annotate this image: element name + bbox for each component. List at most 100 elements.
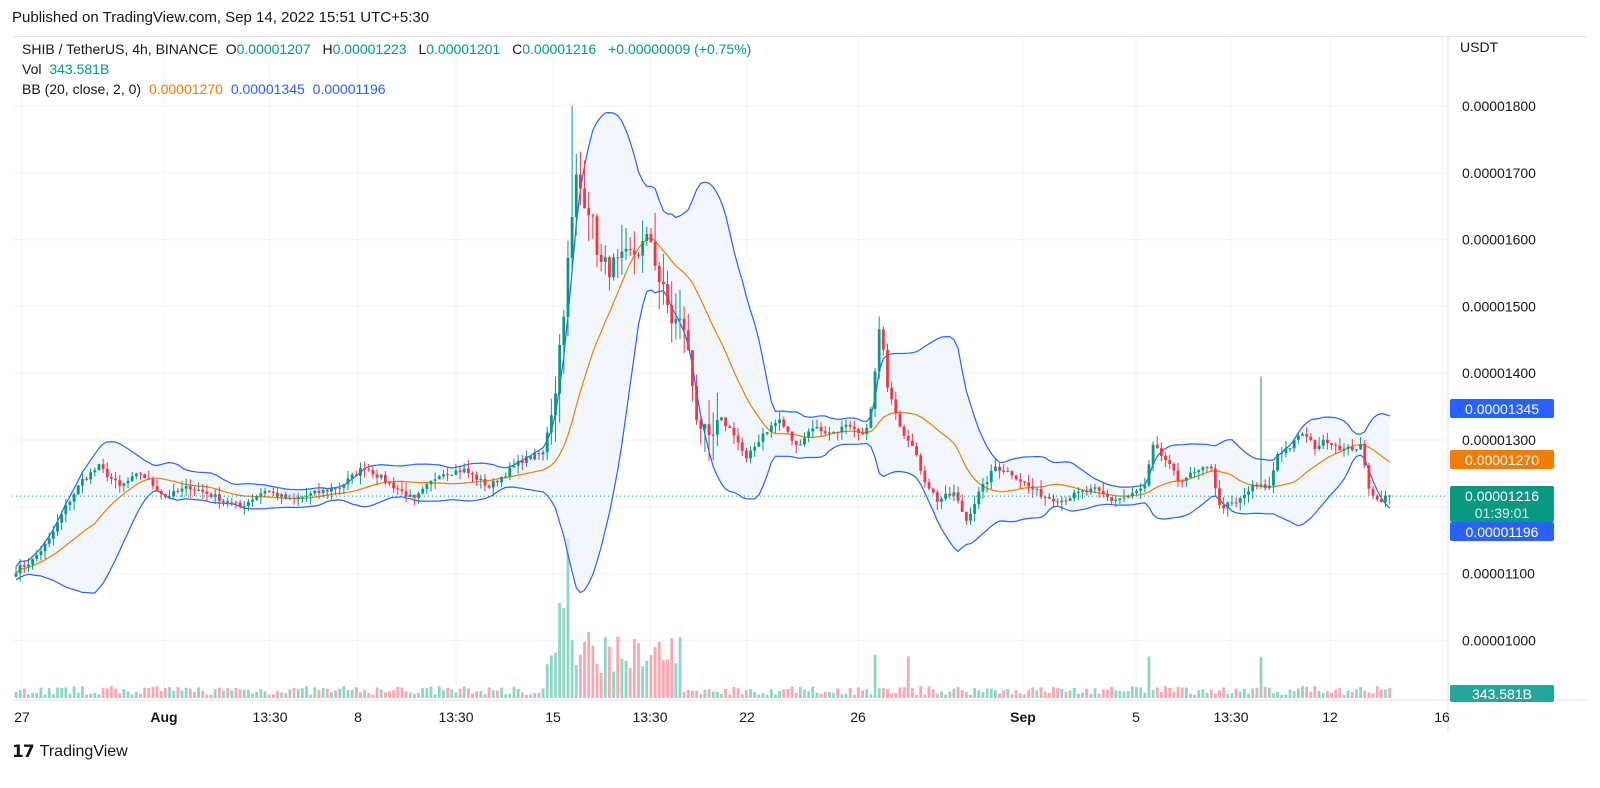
candle-body	[616, 257, 620, 259]
volume-bar	[1276, 691, 1279, 698]
candle-body	[1388, 495, 1392, 497]
candle-body	[533, 453, 537, 460]
volume-bar	[1014, 689, 1018, 698]
volume-bar	[317, 690, 321, 698]
candle-body	[612, 257, 615, 278]
candle-body	[881, 329, 885, 350]
volume-bar	[695, 690, 698, 698]
candle-body	[496, 481, 499, 483]
volume-bar	[944, 694, 947, 698]
volume-bar	[404, 691, 408, 698]
price-chart[interactable]: 0.000010000.000011000.000012000.00001300…	[12, 36, 1588, 732]
candle-body	[317, 490, 321, 493]
volume-bar	[736, 688, 740, 698]
volume-bar	[587, 632, 591, 698]
volume-bar	[1367, 692, 1371, 698]
candle-body	[1064, 500, 1068, 502]
volume-bar	[1313, 686, 1317, 698]
volume-bar	[998, 693, 1001, 698]
volume-bar	[641, 666, 645, 698]
volume-bar	[259, 689, 263, 698]
candle-body	[757, 441, 761, 447]
volume-bar	[222, 690, 225, 698]
candle-body	[263, 491, 267, 494]
candle-body	[603, 257, 607, 262]
footer-brand[interactable]: 𝟭𝟳 TradingView	[12, 742, 128, 762]
candle-body	[1039, 488, 1043, 497]
candle-body	[964, 511, 968, 521]
volume-bar	[31, 692, 34, 698]
legend-symbol[interactable]: SHIB / TetherUS, 4h, BINANCE	[22, 41, 218, 57]
time-tick-label: 8	[354, 709, 362, 725]
volume-bar	[637, 643, 640, 698]
volume-bar	[703, 689, 707, 698]
volume-bar	[350, 689, 354, 698]
volume-bar	[114, 688, 117, 698]
candle-body	[956, 492, 960, 501]
candle-body	[836, 432, 840, 434]
volume-bar	[579, 654, 582, 698]
volume-bar	[85, 694, 88, 698]
candle-body	[632, 250, 636, 255]
volume-bar	[911, 688, 914, 698]
volume-bar	[624, 660, 628, 698]
candle-body	[1056, 501, 1060, 503]
candle-body	[1081, 491, 1084, 493]
candle-body	[305, 495, 308, 497]
volume-bar	[143, 687, 147, 698]
candle-body	[442, 474, 445, 477]
candle-body	[595, 216, 599, 255]
price-axis: 0.000010000.000011000.000012000.00001300…	[1462, 98, 1536, 648]
volume-bar	[964, 691, 968, 698]
candle-body	[346, 478, 350, 485]
price-axis-unit: USDT	[1460, 39, 1499, 55]
legend-vol-label[interactable]: Vol	[22, 61, 42, 77]
candle-body	[1326, 439, 1329, 443]
candle-body	[857, 429, 860, 434]
candle-body	[807, 431, 811, 438]
candle-body	[948, 493, 952, 496]
volume-bar	[1338, 688, 1342, 698]
time-tick-label: 16	[1434, 709, 1450, 725]
volume-bar	[458, 688, 462, 698]
candle-body	[379, 474, 383, 478]
volume-bar	[616, 636, 620, 698]
volume-bar	[1263, 686, 1267, 698]
volume-bar	[699, 694, 703, 698]
volume-bar	[321, 688, 325, 698]
volume-bar	[728, 694, 732, 698]
volume-bar	[500, 687, 503, 698]
volume-bar	[1010, 694, 1014, 698]
candle-body	[1218, 488, 1221, 506]
volume-bar	[848, 688, 852, 698]
candle-body	[122, 483, 126, 486]
volume-bar	[201, 690, 205, 698]
candle-body	[1330, 442, 1333, 445]
volume-bar	[927, 686, 931, 698]
volume-bar	[209, 694, 213, 698]
candle-body	[765, 431, 769, 434]
volume-bar	[383, 692, 387, 698]
candle-body	[1077, 491, 1080, 493]
volume-bar	[554, 653, 557, 698]
volume-bar	[1267, 687, 1271, 698]
volume-bar	[471, 693, 474, 698]
volume-bar	[923, 694, 927, 698]
volume-bar	[520, 692, 524, 698]
bb-lower-tag: 0.00001196	[1450, 522, 1554, 541]
volume-bar	[890, 693, 894, 698]
candle-body	[674, 319, 678, 324]
candle-body	[1234, 502, 1238, 504]
volume-bar	[1168, 687, 1172, 698]
candle-body	[1155, 444, 1159, 449]
legend-bb-label[interactable]: BB (20, close, 2, 0)	[22, 81, 142, 97]
volume-bar	[255, 691, 259, 698]
candle-body	[143, 474, 147, 479]
candle-body	[599, 254, 603, 262]
candle-body	[1255, 484, 1259, 487]
candle-body	[247, 501, 250, 507]
candle-body	[363, 468, 366, 470]
candle-body	[85, 478, 88, 480]
price-tick-label: 0.00001500	[1462, 298, 1536, 314]
candle-body	[421, 488, 425, 494]
